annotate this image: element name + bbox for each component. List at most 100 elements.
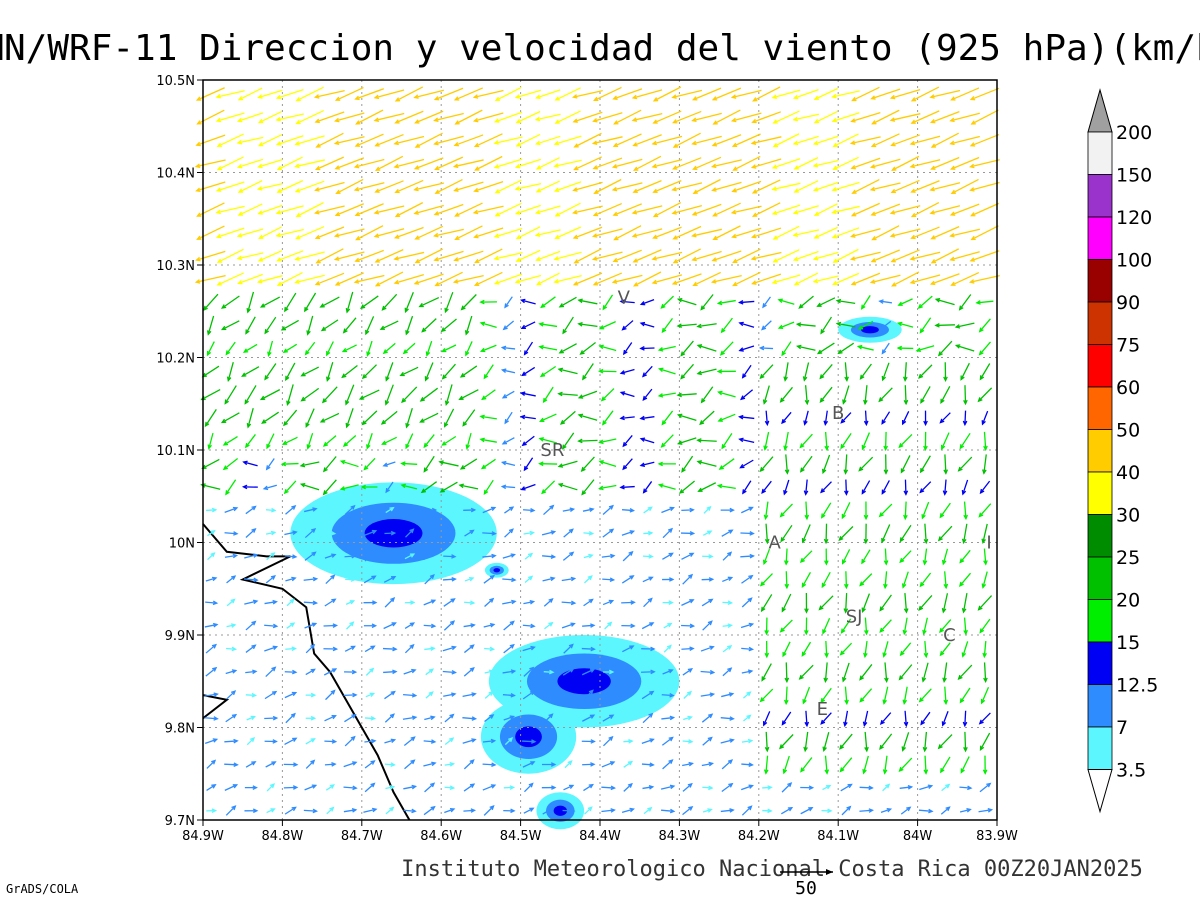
wind-vector	[831, 181, 860, 192]
wind-vector	[718, 458, 735, 470]
wind-vector	[882, 641, 889, 658]
wind-vector	[553, 159, 582, 168]
wind-vector	[324, 739, 338, 744]
wind-vector	[484, 646, 496, 652]
wind-vector	[304, 292, 317, 313]
wind-vector	[879, 320, 892, 330]
wind-vector	[562, 507, 576, 513]
wind-vector	[463, 783, 476, 792]
wind-vector	[257, 158, 283, 169]
wind-vector	[554, 226, 582, 240]
wind-vector	[444, 291, 454, 314]
wind-vector	[743, 691, 752, 699]
wind-vector	[226, 361, 234, 383]
wind-vector	[305, 715, 317, 721]
wind-vector	[859, 664, 873, 681]
wind-vector	[226, 690, 237, 700]
wind-vector	[523, 457, 534, 472]
wind-vector	[463, 644, 475, 654]
wind-vector	[899, 785, 914, 790]
wind-vector	[799, 433, 813, 449]
wind-vector	[405, 408, 413, 429]
wind-vector	[840, 412, 852, 424]
wind-vector	[493, 227, 523, 239]
wind-vector	[850, 111, 881, 123]
wind-vector	[702, 554, 714, 559]
wind-vector	[969, 250, 1000, 262]
wind-vector	[719, 341, 734, 356]
wind-vector	[780, 524, 793, 543]
wind-vector	[344, 529, 356, 538]
wind-vector	[696, 460, 717, 467]
wind-vector	[597, 368, 617, 374]
wind-vector	[306, 315, 314, 336]
colorbar-label: 15	[1116, 632, 1140, 654]
wind-vector	[691, 112, 722, 123]
wind-vector	[304, 784, 318, 791]
wind-vector	[236, 136, 264, 145]
wind-vector	[285, 362, 296, 382]
wind-vector	[878, 503, 893, 518]
wind-vector	[246, 291, 255, 314]
wind-vector	[265, 507, 277, 513]
wind-vector	[762, 808, 773, 814]
wind-vector	[283, 762, 299, 767]
wind-vector	[503, 715, 516, 721]
wind-vector	[920, 711, 931, 726]
wind-vector	[639, 299, 655, 306]
wind-vector	[692, 271, 722, 286]
wind-vector	[224, 738, 239, 744]
wind-vector	[720, 507, 735, 513]
wind-vector	[385, 785, 396, 790]
wind-vector	[339, 459, 359, 468]
wind-vector	[275, 205, 304, 215]
wind-vector	[364, 782, 376, 793]
wind-vector	[923, 640, 929, 659]
wind-vector	[384, 384, 394, 406]
colorbar-segment	[1087, 556, 1113, 600]
wind-vector	[216, 156, 244, 171]
wind-vector	[257, 110, 282, 124]
wind-vector	[554, 202, 581, 217]
wind-vector	[434, 178, 463, 194]
wind-vector	[878, 387, 893, 403]
wind-vector	[554, 87, 581, 101]
wind-vector	[542, 806, 556, 815]
wind-vector	[323, 623, 339, 628]
wind-vector	[884, 662, 889, 684]
wind-vector	[256, 183, 283, 191]
wind-vector	[621, 320, 634, 331]
wind-vector	[502, 599, 517, 605]
wind-vector	[405, 528, 415, 538]
wind-vector	[482, 784, 497, 791]
station-label: A	[769, 533, 782, 554]
wind-vector	[941, 711, 949, 727]
wind-vector	[463, 808, 477, 813]
wind-vector	[393, 226, 424, 239]
wind-vector	[642, 554, 654, 559]
wind-vector	[977, 595, 993, 611]
wind-vector	[543, 692, 555, 698]
wind-vector	[245, 692, 257, 698]
wind-vector	[792, 250, 819, 262]
wind-vector	[514, 89, 542, 99]
wind-vector	[889, 113, 921, 122]
wind-vector	[633, 155, 662, 171]
wind-vector	[621, 530, 636, 536]
wind-vector	[563, 528, 574, 538]
wind-vector	[559, 410, 576, 425]
wind-vector	[563, 715, 575, 721]
wind-vector	[562, 808, 576, 814]
wind-vector	[910, 86, 940, 102]
wind-vector	[265, 458, 275, 471]
wind-vector	[958, 294, 972, 311]
wind-vector	[970, 202, 1000, 217]
wind-vector	[592, 272, 623, 286]
wind-vector	[444, 807, 456, 814]
wind-vector	[462, 716, 478, 721]
wind-vector	[562, 551, 575, 561]
wind-vector	[631, 228, 663, 238]
wind-vector	[591, 251, 623, 261]
wind-vector	[383, 554, 397, 559]
wind-vector	[325, 784, 335, 791]
